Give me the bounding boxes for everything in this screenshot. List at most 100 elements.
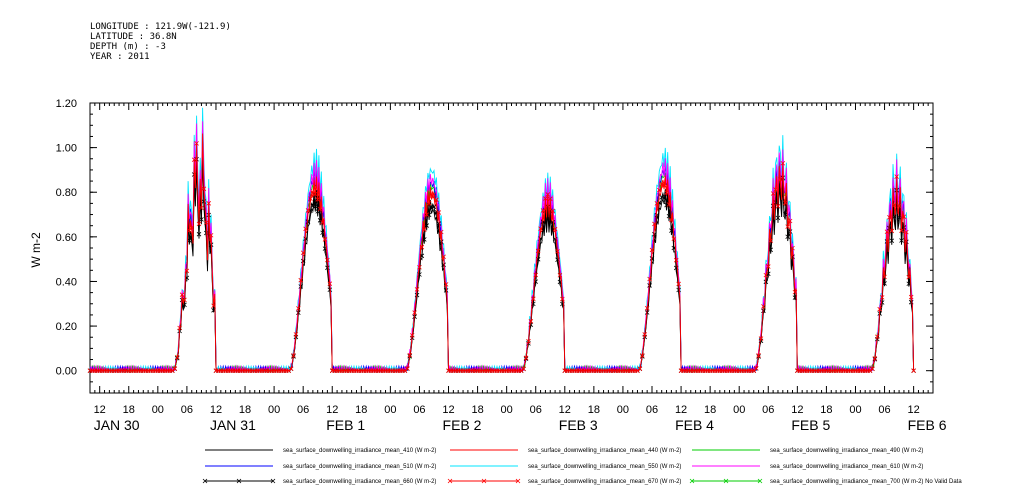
series-marker (904, 229, 909, 235)
series-marker (790, 245, 795, 251)
series-marker (775, 215, 781, 221)
x-tick-label: 12 (559, 404, 571, 416)
x-tick-label: 18 (471, 404, 483, 416)
date-label: FEB 1 (326, 417, 365, 433)
series-marker (753, 366, 759, 371)
x-tick-label: 06 (878, 404, 890, 416)
series-marker (305, 208, 311, 213)
series-marker (431, 192, 437, 197)
series-marker (305, 219, 311, 224)
series-marker (785, 234, 790, 240)
series-marker (659, 181, 664, 187)
series-marker (545, 192, 551, 197)
series-marker (877, 306, 882, 312)
series-marker (669, 228, 674, 233)
series-marker (322, 237, 328, 242)
x-tick-label: 18 (123, 404, 135, 416)
series-marker (640, 353, 645, 358)
series-marker (412, 310, 417, 315)
x-tick-label: 06 (762, 404, 774, 416)
series-marker (441, 254, 446, 260)
date-label: FEB 2 (443, 417, 482, 433)
series-marker (203, 220, 209, 225)
series-marker (327, 281, 333, 286)
x-tick-label: 18 (704, 404, 716, 416)
date-label: FEB 4 (675, 417, 714, 433)
series-marker (787, 218, 793, 224)
series-marker (199, 205, 204, 211)
series-marker (325, 257, 330, 263)
series-marker (523, 355, 529, 361)
date-label: FEB 6 (908, 417, 947, 433)
series-marker (768, 247, 773, 253)
x-tick-label: 00 (501, 404, 513, 416)
series-marker (775, 204, 781, 209)
series-marker (414, 292, 420, 298)
series-marker (291, 353, 296, 358)
legend-marker (447, 478, 453, 484)
series-marker (652, 221, 657, 227)
legend-marker (515, 478, 521, 484)
series-marker (191, 157, 197, 163)
series-marker (664, 190, 669, 195)
series-marker (308, 196, 313, 201)
series-marker (669, 217, 674, 223)
x-tick-label: 00 (152, 404, 164, 416)
series-marker (887, 215, 892, 220)
x-tick-label: 06 (181, 404, 193, 416)
series-marker (429, 193, 434, 199)
series-marker (676, 287, 681, 293)
y-axis-title: W m-2 (29, 232, 43, 268)
series-marker (300, 250, 306, 256)
metadata-block: LONGITUDE : 121.9W(-121.9) LATITUDE : 36… (90, 22, 231, 62)
legend-label: sea_surface_downwelling_irradiance_mean_… (770, 479, 962, 485)
series-layer (87, 107, 916, 373)
series-marker (405, 366, 410, 371)
x-tick-label: 12 (210, 404, 222, 416)
series-marker (208, 232, 214, 238)
series-marker (773, 187, 778, 192)
x-tick-label: 06 (530, 404, 542, 416)
series-marker (637, 366, 643, 371)
series-marker (765, 264, 771, 269)
series-marker (182, 297, 187, 303)
series-marker (761, 304, 766, 309)
series-marker (298, 277, 304, 283)
series-marker (543, 196, 548, 201)
series-marker (654, 201, 660, 206)
series-marker (778, 177, 783, 182)
series-marker (780, 160, 786, 166)
date-label: FEB 3 (559, 417, 598, 433)
series-marker (654, 212, 660, 218)
series-marker (424, 212, 429, 217)
date-label: FEB 5 (791, 417, 830, 433)
y-tick-label: 0.00 (56, 366, 77, 378)
year-text: YEAR : 2011 (90, 52, 150, 62)
series-marker (438, 229, 444, 235)
series-marker (545, 204, 551, 210)
x-tick-label: 18 (588, 404, 600, 416)
legend-marker (757, 478, 763, 484)
x-tick-label: 00 (849, 404, 861, 416)
series-line (90, 157, 915, 372)
x-tick-label: 18 (239, 404, 251, 416)
series-marker (899, 238, 904, 243)
x-tick-label: 00 (268, 404, 280, 416)
legend-label: sea_surface_downwelling_irradiance_mean_… (283, 448, 436, 454)
series-line (90, 133, 915, 372)
series-marker (911, 368, 916, 373)
series-marker (647, 276, 652, 282)
series-marker (756, 353, 761, 358)
series-marker (414, 287, 420, 292)
series-marker (303, 226, 308, 232)
series-marker (550, 208, 555, 214)
latitude-text: LATITUDE : 36.8N (90, 32, 177, 42)
series-marker (891, 214, 897, 220)
y-axis: 0.00 0.20 0.40 0.60 0.80 1.00 1.20 (56, 98, 933, 394)
series-marker (196, 231, 202, 237)
series-marker (429, 205, 434, 211)
series-marker (882, 274, 887, 280)
y-tick-label: 1.00 (56, 143, 77, 155)
series-marker (671, 236, 677, 242)
